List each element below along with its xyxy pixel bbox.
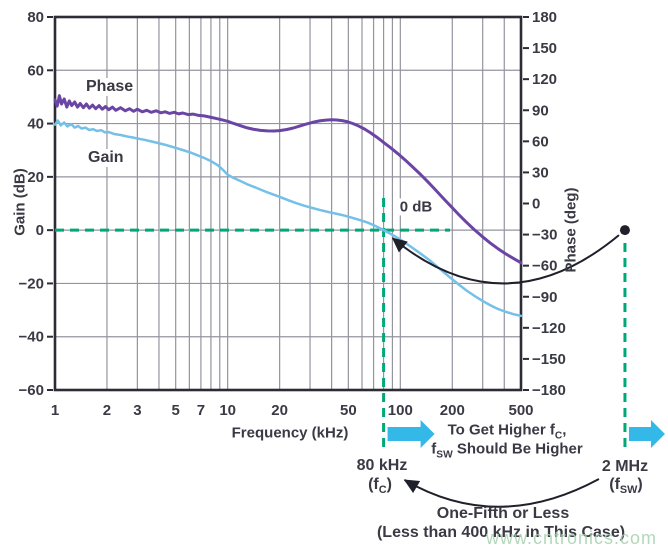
note-higher-line1: To Get Higher fC,	[447, 421, 567, 442]
gain-tick-label: −20	[19, 275, 44, 292]
curves	[53, 94, 523, 318]
plot-border	[53, 15, 523, 392]
frequency-axis-title: Frequency (kHz)	[231, 424, 349, 442]
freq-tick-label: 100	[388, 402, 413, 419]
phase-tick-label: −60	[532, 258, 557, 275]
fsw-shift-right-arrow	[628, 420, 665, 448]
grid-lines	[55, 17, 521, 390]
fsw-symbol-label: (fSW)	[609, 476, 643, 497]
phase-curve-label: Phase	[83, 78, 137, 96]
phase-tick-label: −180	[532, 382, 566, 399]
gain-tick-label: 0	[36, 222, 44, 239]
freq-tick-label: 5	[172, 402, 180, 419]
fc-symbol-label: (fC)	[368, 476, 392, 497]
note-higher-line2: fSW Should Be Higher	[431, 440, 583, 461]
gain-tick-label: −40	[19, 329, 44, 346]
arrow-one-fifth	[403, 478, 600, 508]
gain-curve-label: Gain	[85, 149, 127, 167]
guide-dashed-lines	[55, 198, 627, 447]
watermark-text: www.cntronics.com	[486, 528, 658, 548]
phase-tick-label: 60	[532, 133, 549, 150]
freq-tick-label: 7	[197, 402, 205, 419]
phase-tick-label: −90	[532, 289, 557, 306]
phase-tick-label: −120	[532, 320, 566, 337]
phase-tick-label: −30	[532, 227, 557, 244]
phase-tick-label: 120	[532, 71, 557, 88]
fc-frequency-label: 80 kHz	[356, 457, 408, 474]
zero-db-label: 0 dB	[396, 198, 436, 216]
gain-tick-label: −60	[19, 382, 44, 399]
plot-frame	[53, 15, 523, 392]
fc-shift-right-arrow	[387, 420, 435, 448]
note-fifth-line1: One-Fifth or Less	[436, 505, 570, 522]
gain-tick-label: 20	[27, 169, 44, 186]
freq-tick-label: 2	[103, 402, 111, 419]
phase-tick-label: 30	[532, 164, 549, 181]
phase-axis-title: Phase (deg)	[562, 187, 580, 273]
phase-curve	[53, 94, 523, 265]
freq-tick-label: 3	[133, 402, 141, 419]
freq-tick-label: 500	[508, 402, 533, 419]
phase-tick-label: 0	[532, 196, 540, 213]
axis-tick-labels: 806040200−20−40−601801501209060300−30−60…	[19, 9, 566, 419]
freq-tick-label: 10	[219, 402, 236, 419]
freq-tick-label: 50	[340, 402, 357, 419]
phase-tick-label: 180	[532, 9, 557, 26]
phase-tick-label: 90	[532, 102, 549, 119]
axis-ticks	[47, 16, 529, 391]
freq-tick-label: 20	[271, 402, 288, 419]
gain-axis-title: Gain (dB)	[11, 168, 29, 236]
phase-tick-label: −150	[532, 351, 566, 368]
annotation-arrows	[387, 225, 665, 508]
fsw-frequency-label: 2 MHz	[601, 458, 649, 475]
phase-tick-label: 150	[532, 40, 557, 57]
freq-tick-label: 1	[51, 402, 59, 419]
freq-tick-label: 200	[440, 402, 465, 419]
gain-tick-label: 80	[27, 9, 44, 26]
gain-curve	[53, 119, 523, 318]
gain-tick-label: 60	[27, 62, 44, 79]
gain-tick-label: 40	[27, 116, 44, 133]
arrow-fsw-to-crossover	[391, 234, 620, 285]
fsw-point-dot	[619, 225, 630, 236]
note-fifth-line2: (Less than 400 kHz in This Case)	[376, 524, 626, 541]
